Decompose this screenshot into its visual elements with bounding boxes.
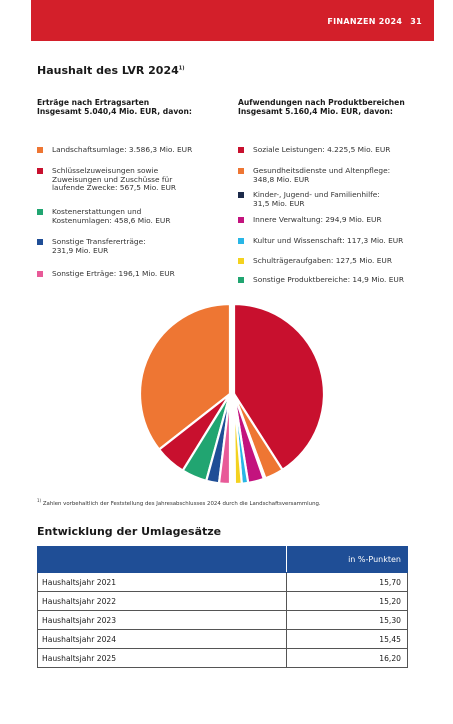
income-heading-line2: Insgesamt 5.040,4 Mio. EUR, davon:	[37, 107, 192, 116]
legend-swatch	[238, 277, 244, 283]
legend-text: Schulträgeraufgaben: 127,5 Mio. EUR	[253, 256, 392, 266]
legend-swatch	[37, 147, 43, 153]
row-value: 15,20	[286, 591, 408, 611]
table-row: Haushaltsjahr 2024 15,45	[37, 629, 408, 649]
income-pie-slice	[140, 302, 232, 452]
legend-text: Gesundheitsdienste und Altenpflege: 348,8…	[253, 166, 391, 184]
legend-line: 231,9 Mio. EUR	[52, 245, 109, 255]
legend-line: Sonstige Erträge: 196,1 Mio. EUR	[52, 269, 175, 278]
section-title: Haushalt des LVR 20241)	[37, 64, 185, 77]
legend-line: Kultur und Wissenschaft: 117,3 Mio. EUR	[253, 236, 404, 245]
income-heading: Erträge nach Ertragsarten Insgesamt 5.04…	[37, 98, 227, 116]
footnote-text: Zahlen vorbehaltlich der Feststellung de…	[42, 500, 321, 507]
legend-line: Sonstige Produktbereiche: 14,9 Mio. EUR	[253, 275, 404, 284]
row-value: 16,20	[286, 648, 408, 668]
income-heading-line1: Erträge nach Ertragsarten	[37, 98, 150, 107]
rates-table-header-value: in %-Punkten	[286, 546, 408, 573]
legend-text: Sonstige Produktbereiche: 14,9 Mio. EUR	[253, 275, 404, 285]
rates-table-header-label	[37, 546, 287, 573]
expenses-pie-slice	[232, 393, 236, 486]
rates-table-body: Haushaltsjahr 2021 15,70 Haushaltsjahr 202…	[37, 572, 408, 668]
legend-swatch	[238, 147, 244, 153]
legend-line: Kinder-, Jugend- und Familienhilfe:	[253, 190, 380, 199]
section-title-footnote-mark: 1)	[178, 65, 185, 72]
header-bar: FINANZEN 2024 31	[31, 0, 434, 41]
legend-text: Soziale Leistungen: 4.225,5 Mio. EUR	[253, 145, 391, 155]
legend-text: Schlüsselzuweisungen sowie Zuweisungen un…	[52, 166, 177, 193]
row-label: Haushaltsjahr 2025	[37, 648, 287, 668]
income-pie-slice	[217, 393, 232, 486]
legend-line: Sonstige Transfererträge:	[52, 237, 146, 246]
legend-line: laufende Zwecke: 567,5 Mio. EUR	[52, 183, 177, 193]
legend-line: 31,5 Mio. EUR	[253, 198, 305, 208]
table-title: Entwicklung der Umlagesätze	[37, 525, 222, 538]
page-number: 31	[410, 17, 422, 26]
legend-text: Landschaftsumlage: 3.586,3 Mio. EUR	[52, 145, 193, 155]
legend-line: Innere Verwaltung: 294,9 Mio. EUR	[253, 215, 382, 224]
legend-text: Sonstige Transfererträge: 231,9 Mio. EUR	[52, 237, 146, 255]
row-label: Haushaltsjahr 2024	[37, 629, 287, 649]
legend-text: Innere Verwaltung: 294,9 Mio. EUR	[253, 215, 382, 225]
row-value: 15,30	[286, 610, 408, 630]
legend-line: Gesundheitsdienste und Altenpflege:	[253, 166, 391, 175]
row-value: 15,45	[286, 629, 408, 649]
header-text: FINANZEN 2024 31	[327, 17, 422, 26]
legend-swatch	[37, 209, 43, 215]
row-value: 15,70	[286, 572, 408, 592]
header-title: FINANZEN 2024	[327, 17, 403, 26]
legend-swatch	[238, 168, 244, 174]
row-label: Haushaltsjahr 2023	[37, 610, 287, 630]
row-label: Haushaltsjahr 2022	[37, 591, 287, 611]
footnote: 1) Zahlen vorbehaltlich der Feststellung…	[37, 498, 321, 507]
legend-text: Kinder-, Jugend- und Familienhilfe: 31,5 …	[253, 190, 380, 208]
expenses-heading: Aufwendungen nach Produktbereichen Insge…	[238, 98, 444, 116]
table-row: Haushaltsjahr 2023 15,30	[37, 610, 408, 630]
legend-line: Schulträgeraufgaben: 127,5 Mio. EUR	[253, 256, 392, 265]
footnote-mark: 1)	[37, 498, 42, 503]
row-label: Haushaltsjahr 2021	[37, 572, 287, 592]
table-row: Haushaltsjahr 2022 15,20	[37, 591, 408, 611]
budget-pie-chart	[140, 302, 324, 486]
legend-line: Soziale Leistungen: 4.225,5 Mio. EUR	[253, 145, 391, 154]
legend-swatch	[37, 239, 43, 245]
rates-table-header-row: in %-Punkten	[37, 546, 408, 573]
legend-swatch	[238, 217, 244, 223]
legend-line: Schlüsselzuweisungen sowie	[52, 166, 159, 175]
legend-swatch	[238, 258, 244, 264]
legend-swatch	[238, 192, 244, 198]
legend-text: Sonstige Erträge: 196,1 Mio. EUR	[52, 269, 175, 279]
legend-line: Kostenerstattungen und	[52, 207, 142, 216]
legend-text: Kostenerstattungen und Kostenumlagen: 458…	[52, 207, 171, 225]
expenses-heading-line1: Aufwendungen nach Produktbereichen	[238, 98, 405, 107]
legend-line: Zuweisungen und Zuschüsse für	[52, 174, 173, 184]
table-row: Haushaltsjahr 2021 15,70	[37, 572, 408, 592]
expenses-heading-line2: Insgesamt 5.160,4 Mio. EUR, davon:	[238, 107, 393, 116]
legend-swatch	[238, 238, 244, 244]
rates-table: in %-Punkten Haushaltsjahr 2021 15,70 Haus…	[37, 546, 408, 668]
legend-swatch	[37, 168, 43, 174]
section-title-text: Haushalt des LVR 2024	[37, 64, 179, 77]
legend-text: Kultur und Wissenschaft: 117,3 Mio. EUR	[253, 236, 404, 246]
legend-line: Landschaftsumlage: 3.586,3 Mio. EUR	[52, 145, 193, 154]
legend-line: Kostenumlagen: 458,6 Mio. EUR	[52, 215, 171, 225]
table-row: Haushaltsjahr 2025 16,20	[37, 648, 408, 668]
legend-swatch	[37, 271, 43, 277]
legend-line: 348,8 Mio. EUR	[253, 174, 310, 184]
